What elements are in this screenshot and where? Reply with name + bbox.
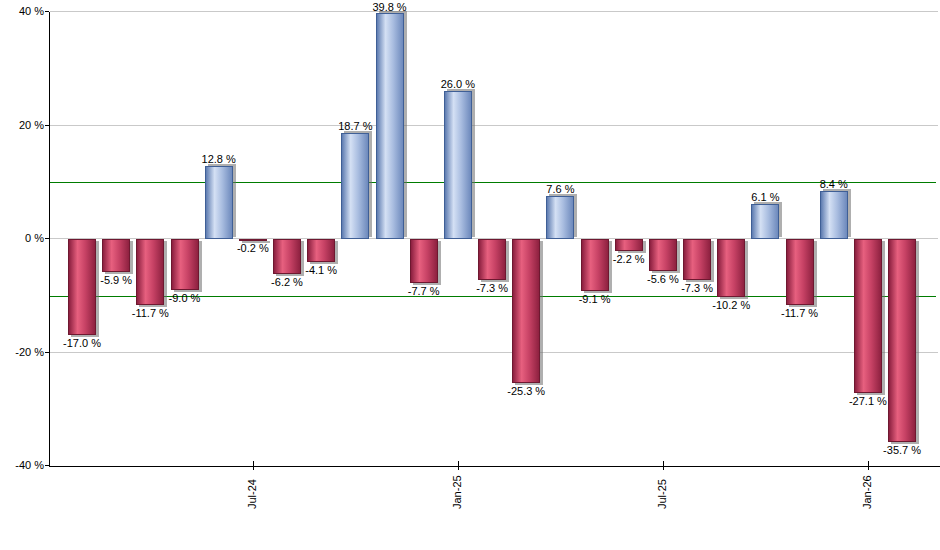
grid-line: [50, 352, 938, 353]
bar: [615, 239, 643, 251]
grid-line: [50, 125, 938, 126]
bar: [410, 239, 438, 283]
bar-value-label: 8.4 %: [802, 178, 866, 190]
bar-value-label: 12.8 %: [187, 153, 251, 165]
bar-value-label: -17.0 %: [50, 337, 114, 349]
y-axis-tick-label: 0 %: [2, 232, 44, 244]
y-axis-tick: [45, 125, 49, 126]
y-axis-tick-label: -20 %: [2, 346, 44, 358]
bar: [820, 191, 848, 239]
x-axis-tick-label: Jan-26: [861, 475, 873, 509]
bar-value-label: -7.7 %: [392, 285, 456, 297]
bar: [307, 239, 335, 262]
bar: [751, 204, 779, 239]
bar: [512, 239, 540, 383]
bar-value-label: -9.1 %: [563, 293, 627, 305]
bar-value-label: -25.3 %: [494, 385, 558, 397]
y-axis-tick: [45, 352, 49, 353]
bar-value-label: -11.7 %: [118, 307, 182, 319]
x-axis-line: [49, 466, 940, 467]
bar: [546, 196, 574, 239]
y-axis-tick: [45, 11, 49, 12]
x-axis-tick: [663, 461, 664, 470]
x-axis-tick-label: Jan-25: [451, 475, 463, 509]
bar-value-label: 26.0 %: [426, 78, 490, 90]
x-axis-tick: [253, 461, 254, 470]
bar-value-label: -4.1 %: [289, 264, 353, 276]
bar-value-label: 7.6 %: [528, 183, 592, 195]
bar-value-label: -7.3 %: [460, 282, 524, 294]
bar-value-label: -0.2 %: [221, 242, 285, 254]
bar: [444, 91, 472, 239]
bar-value-label: -11.7 %: [768, 307, 832, 319]
y-axis-tick-label: 20 %: [2, 119, 44, 131]
bar: [478, 239, 506, 280]
x-axis-tick: [458, 461, 459, 470]
bar-value-label: -2.2 %: [597, 253, 661, 265]
y-axis-tick-label: 40 %: [2, 5, 44, 17]
bar: [205, 166, 233, 239]
y-axis-tick: [45, 465, 49, 466]
x-axis-tick-label: Jul-24: [246, 479, 258, 509]
y-axis-line: [49, 12, 50, 467]
monthly-returns-bar-chart: 40 % 20 % 0 % -20 % -40 % -17.0 % -5.9 % -11.7 …: [0, 0, 940, 550]
grid-line: [50, 11, 938, 12]
bar-value-label: -5.9 %: [84, 274, 148, 286]
bar-value-label: -27.1 %: [836, 395, 900, 407]
bar-value-label: -7.3 %: [665, 282, 729, 294]
bar: [786, 239, 814, 305]
x-axis-tick: [868, 461, 869, 470]
bar-value-label: -10.2 %: [699, 299, 763, 311]
bar: [102, 239, 130, 272]
bar: [68, 239, 96, 335]
y-axis-tick-label: -40 %: [2, 459, 44, 471]
bar: [341, 133, 369, 239]
x-axis-tick-label: Jul-25: [656, 479, 668, 509]
bar-value-label: -9.0 %: [153, 292, 217, 304]
bar-value-label: 6.1 %: [733, 191, 797, 203]
bar-value-label: 18.7 %: [323, 120, 387, 132]
bar: [239, 239, 267, 241]
bar: [888, 239, 916, 442]
bar-value-label: -6.2 %: [255, 276, 319, 288]
y-axis-tick: [45, 238, 49, 239]
bar-value-label: -35.7 %: [870, 444, 934, 456]
bar: [854, 239, 882, 393]
bar-value-label: 39.8 %: [358, 1, 422, 13]
bar: [171, 239, 199, 290]
